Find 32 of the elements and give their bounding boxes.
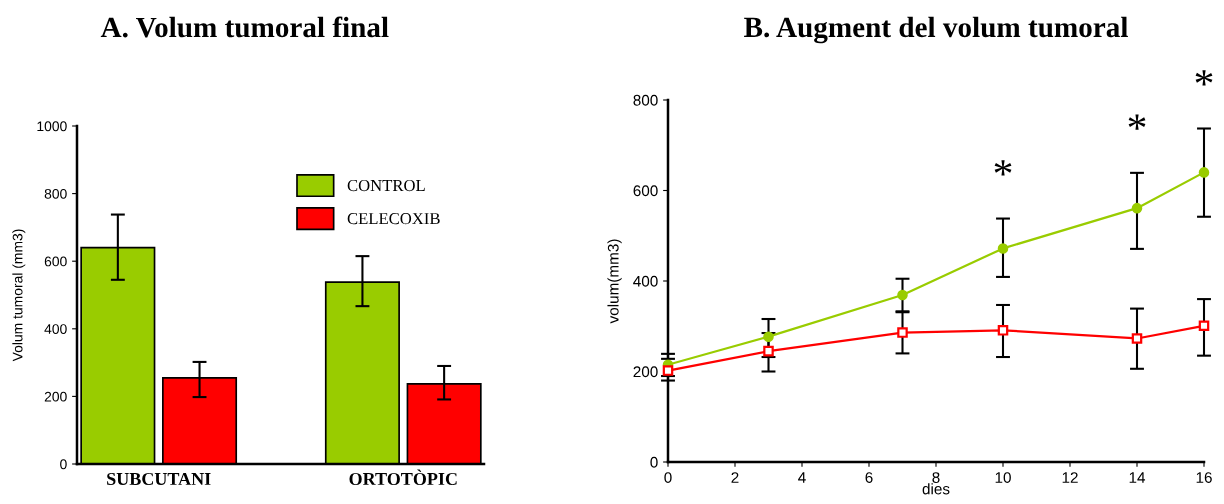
y-tick-label: 800 [633, 94, 658, 106]
y-tick-label: 800 [44, 188, 67, 199]
y-tick-label: 0 [650, 456, 658, 468]
y-axis-title: Volum tumoral (mm3) [12, 229, 26, 362]
x-tick-label: 6 [865, 472, 873, 483]
x-tick-label: 14 [1129, 472, 1146, 483]
annotation: * [1195, 70, 1213, 86]
x-tick-label: 8 [932, 472, 940, 483]
y-tick-label: 1000 [37, 121, 67, 132]
x-tick-label: SUBCUTANI [107, 472, 211, 486]
y-tick-label: 400 [633, 275, 658, 287]
legend-label: CELECOXIB [347, 213, 440, 225]
y-tick-label: 0 [60, 459, 67, 470]
x-axis-title: dies [922, 483, 950, 495]
y-tick-label: 600 [44, 256, 67, 267]
x-tick-label: 4 [798, 472, 806, 483]
x-tick-label: 12 [1062, 472, 1078, 483]
chart-title: B. Augment del volum tumoral [744, 16, 1128, 44]
x-tick-label: 2 [731, 472, 739, 483]
annotation: * [994, 160, 1012, 176]
x-tick-label: 0 [664, 472, 672, 483]
x-tick-label: 16 [1196, 472, 1212, 483]
x-tick-label: 10 [995, 472, 1011, 483]
y-tick-label: 200 [633, 366, 658, 378]
chart-title: A. Volum tumoral final [100, 16, 389, 38]
y-tick-label: 400 [44, 324, 67, 334]
y-tick-label: 600 [633, 185, 658, 197]
x-tick-label: ORTOTÒPIC [349, 469, 457, 486]
y-tick-label: 200 [44, 391, 67, 402]
y-axis-title: volum(mm3) [607, 239, 622, 324]
annotation: * [1128, 114, 1146, 130]
legend-label: CONTROL [347, 179, 425, 192]
